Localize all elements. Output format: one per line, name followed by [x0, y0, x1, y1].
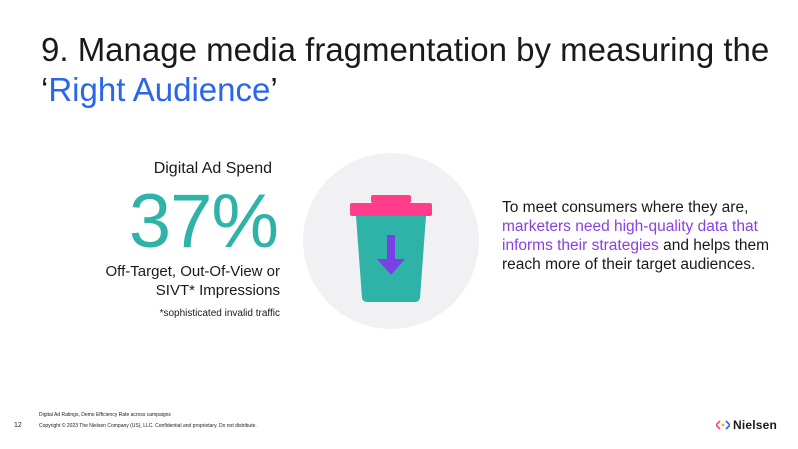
title-prefix: 9. Manage media fragmentation by measuri…: [41, 31, 770, 108]
stat-value: 37%: [128, 179, 279, 264]
logo-text: Nielsen: [733, 418, 778, 432]
copyright: Copyright © 2023 The Nielsen Company (US…: [39, 423, 257, 429]
nielsen-logo: Nielsen: [716, 418, 777, 432]
side-text: To meet consumers where they are, market…: [502, 198, 777, 274]
trash-bin-down-arrow-icon: [350, 195, 432, 302]
stat-footnote: *sophisticated invalid traffic: [159, 308, 280, 319]
footer-source: Digital Ad Ratings, Demo Efficiency Rate…: [39, 412, 171, 418]
stat-label: Digital Ad Spend: [153, 160, 272, 177]
nielsen-logo-icon: [716, 420, 730, 430]
title-suffix: ’: [270, 71, 278, 108]
stat-description-line1: Off-Target, Out-Of-View or: [105, 263, 281, 280]
stat-description-line2: SIVT* Impressions: [155, 282, 280, 299]
icon-circle: [303, 153, 479, 329]
stat-description: Off-Target, Out-Of-View or SIVT* Impress…: [60, 262, 281, 300]
stat-block: Digital Ad Spend 37% Off-Target, Out-Of-…: [60, 160, 281, 319]
page-number: 12: [14, 422, 22, 429]
page-title: 9. Manage media fragmentation by measuri…: [41, 30, 781, 110]
side-text-after: and helps them reach more of their targe…: [502, 237, 770, 273]
side-text-before: To meet consumers where they are,: [502, 199, 749, 216]
side-text-highlight: marketers need high-quality data that in…: [502, 218, 758, 254]
title-highlight: Right Audience: [48, 71, 271, 108]
